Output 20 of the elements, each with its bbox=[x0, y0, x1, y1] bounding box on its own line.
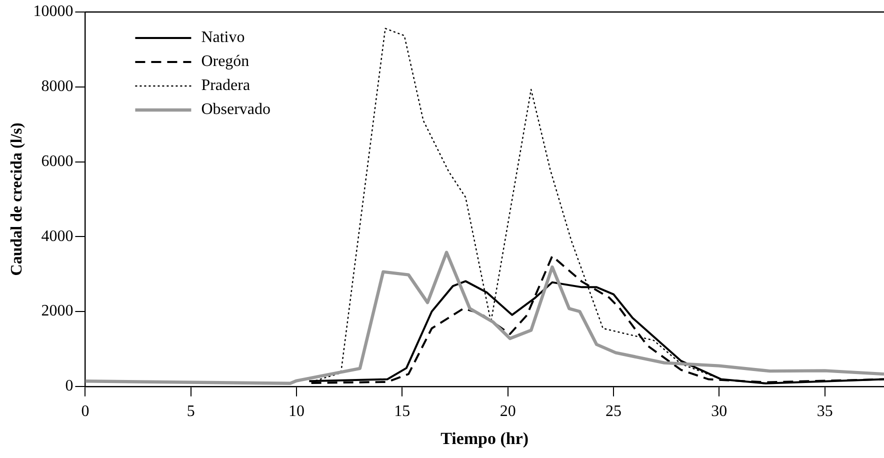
y-tick-label: 0 bbox=[65, 378, 74, 395]
x-tick-label: 25 bbox=[606, 403, 622, 420]
x-tick-label: 5 bbox=[186, 403, 195, 420]
x-axis-title: Tiempo (hr) bbox=[440, 429, 529, 448]
y-tick-label: 2000 bbox=[41, 302, 74, 320]
y-tick-label: 6000 bbox=[41, 152, 74, 170]
x-tick-label: 35 bbox=[816, 403, 833, 420]
x-tick-label: 20 bbox=[500, 403, 516, 420]
legend-label: Oregón bbox=[201, 53, 250, 70]
legend-label: Observado bbox=[201, 101, 271, 118]
y-tick-label: 10000 bbox=[33, 3, 74, 20]
x-tick-label: 0 bbox=[81, 403, 90, 420]
y-tick-label: 4000 bbox=[41, 228, 74, 245]
x-tick-label: 30 bbox=[711, 403, 728, 420]
y-axis-title: Caudal de crecida (l/s) bbox=[8, 122, 26, 276]
x-tick-label: 15 bbox=[394, 403, 410, 420]
legend-label: Nativo bbox=[201, 29, 245, 46]
legend-label: Pradera bbox=[201, 77, 250, 94]
x-tick-label: 10 bbox=[288, 403, 305, 420]
y-tick-label: 8000 bbox=[41, 78, 74, 96]
